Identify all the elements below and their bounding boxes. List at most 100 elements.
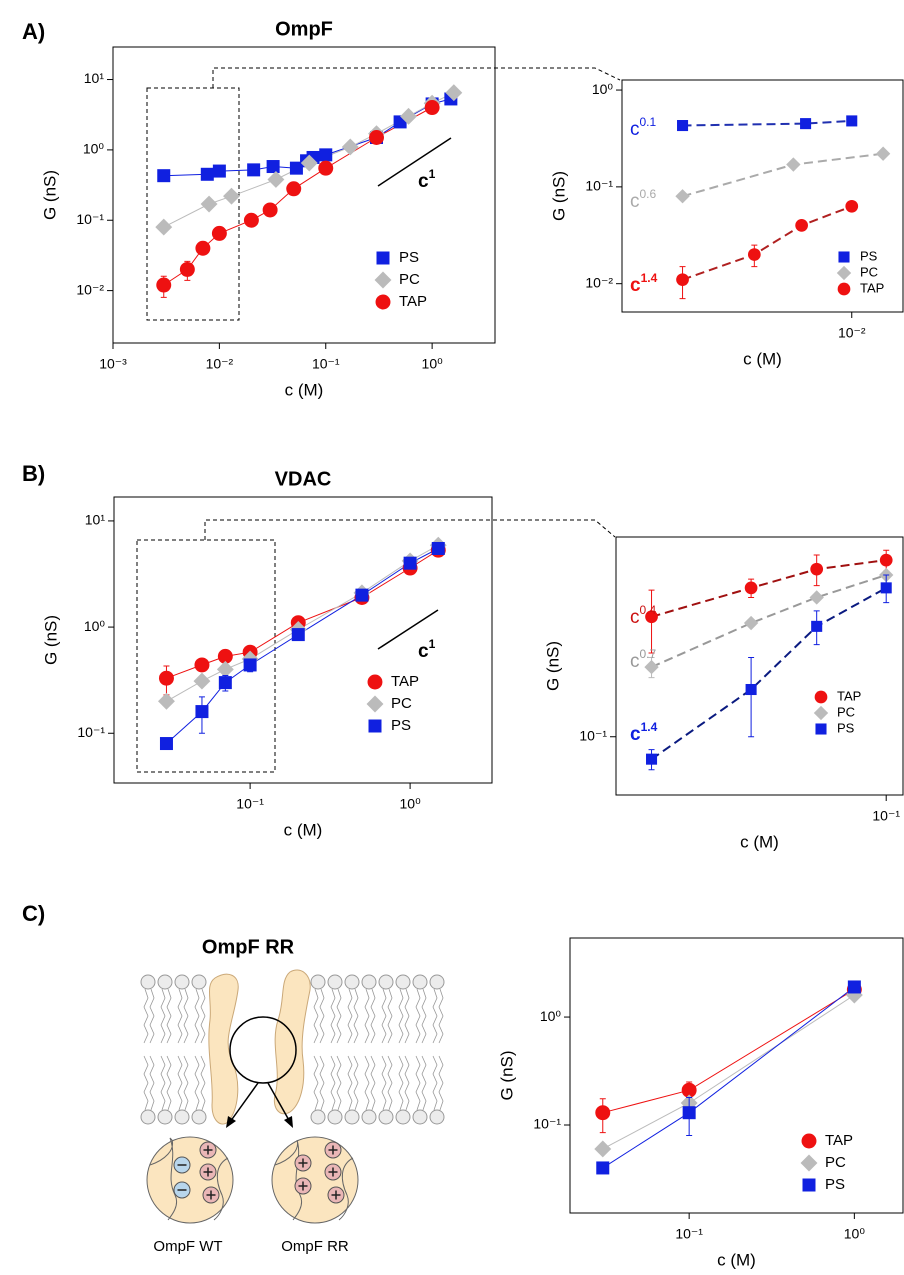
y-axis-label: G (nS) <box>549 171 568 221</box>
lipid-head <box>310 974 326 990</box>
x-tick-label: 10⁰ <box>422 356 444 372</box>
annotation-base: c <box>630 724 641 745</box>
data-point <box>676 273 689 287</box>
y-tick-label: 10⁰ <box>592 81 614 97</box>
y-tick-label: 10⁰ <box>84 618 106 634</box>
x-tick-label: 10⁻¹ <box>312 356 340 372</box>
lipid-tail <box>387 1055 393 1111</box>
data-point <box>811 620 823 632</box>
legend-marker <box>375 294 391 310</box>
legend-label: TAP <box>399 293 427 310</box>
x-axis-label: c (M) <box>284 820 323 839</box>
lipid-head <box>191 974 207 990</box>
data-point <box>424 100 440 116</box>
data-point <box>217 648 233 664</box>
lipid-tail <box>370 988 376 1044</box>
lipid-tail <box>313 1055 319 1111</box>
legend-marker <box>800 1154 818 1172</box>
x-tick-label: 10⁰ <box>400 796 422 812</box>
data-point <box>431 541 445 555</box>
lipid-tail <box>160 988 166 1044</box>
lipid-tail <box>149 1055 155 1111</box>
lipid-head <box>361 1109 377 1125</box>
x-axis-label: c (M) <box>743 349 782 368</box>
x-axis-label: c (M) <box>717 1250 756 1269</box>
lipid-tail <box>166 1055 172 1111</box>
legend-marker <box>813 705 829 721</box>
lipid-head <box>327 974 343 990</box>
data-point <box>179 261 195 277</box>
legend-marker <box>376 251 390 265</box>
lipid-head <box>140 974 156 990</box>
data-point <box>243 212 259 228</box>
data-point <box>247 163 261 177</box>
plot-frame <box>621 79 904 313</box>
pore-wt <box>146 1136 234 1224</box>
data-point <box>243 658 257 672</box>
chart-title: OmpF <box>275 18 333 40</box>
protein <box>273 969 311 1115</box>
y-tick-label: 10⁻¹ <box>585 178 613 194</box>
legend-label: PS <box>399 249 419 266</box>
data-point <box>880 582 892 594</box>
lipid-tail <box>421 1055 427 1111</box>
data-point <box>355 588 369 602</box>
lipid-head <box>361 974 377 990</box>
y-tick-label: 10⁻¹ <box>533 1116 561 1132</box>
lipid-tail <box>404 1055 410 1111</box>
legend-marker <box>374 271 392 289</box>
pore-rr <box>271 1136 359 1224</box>
series-line <box>682 119 852 127</box>
legend-marker <box>815 723 827 735</box>
membrane-diagram: OmpF RR OmpF WT OmpF RR <box>140 936 445 1255</box>
data-point <box>594 1140 612 1158</box>
lipid-tail <box>404 988 410 1044</box>
lipid-tail <box>330 1055 336 1111</box>
data-point <box>744 581 758 595</box>
data-point <box>847 980 861 994</box>
data-point <box>845 199 859 213</box>
zoom-box <box>136 539 276 773</box>
zoom-connector <box>212 67 621 88</box>
lipid-tail <box>194 1055 200 1111</box>
diagram-caption: OmpF RR <box>281 1238 349 1255</box>
x-axis-label: c (M) <box>740 832 779 851</box>
data-point <box>681 1082 697 1098</box>
data-point <box>223 187 240 205</box>
arrow <box>229 1082 259 1123</box>
annotation-base: c <box>630 275 641 296</box>
series-line <box>163 107 433 286</box>
error-bar <box>748 657 755 738</box>
lipid-head <box>344 1109 360 1125</box>
lipid-tail <box>387 988 393 1044</box>
annotation-exponent: 1 <box>429 637 436 651</box>
annotation-exponent: 0.6 <box>640 187 657 201</box>
lipid-tail <box>438 988 444 1044</box>
legend-label: PS <box>825 1176 845 1193</box>
data-point <box>262 202 278 218</box>
plot-frame <box>112 46 496 344</box>
data-point <box>595 1105 611 1121</box>
membrane <box>140 974 445 1125</box>
annotation: c1.4 <box>630 271 658 296</box>
legend-label: TAP <box>825 1132 853 1149</box>
x-tick-label: 10⁻² <box>838 325 866 341</box>
lipid-tail <box>347 988 353 1044</box>
data-point <box>267 171 285 188</box>
data-point <box>195 240 211 256</box>
legend-label: PC <box>391 695 412 712</box>
annotation-exponent: 0.7 <box>640 647 657 661</box>
lipid-tail <box>415 1055 421 1111</box>
x-tick-label: 10⁻¹ <box>675 1226 703 1242</box>
y-tick-label: 10⁻¹ <box>77 724 105 740</box>
legend-marker <box>367 674 383 690</box>
lipid-tail <box>370 1055 376 1111</box>
data-point <box>156 277 172 293</box>
data-point <box>596 1161 610 1175</box>
data-point <box>158 692 175 710</box>
lipid-head <box>412 974 428 990</box>
lipid-tail <box>398 1055 404 1111</box>
y-axis-label: G (nS) <box>41 615 60 665</box>
legend-label: PS <box>860 248 878 263</box>
y-tick-label: 10⁻² <box>585 274 613 290</box>
